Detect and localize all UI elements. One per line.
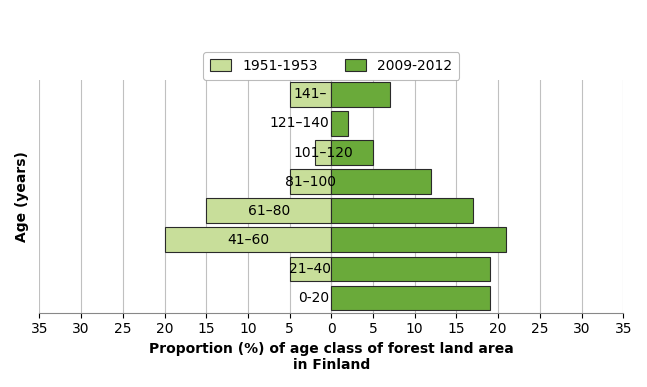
Text: 61–80: 61–80 [248, 204, 290, 218]
Y-axis label: Age (years): Age (years) [15, 151, 29, 241]
Bar [290, 169, 331, 194]
Text: 121–140: 121–140 [269, 116, 329, 130]
Bar [331, 286, 490, 310]
X-axis label: Proportion (%) of age class of forest land area
in Finland: Proportion (%) of age class of forest la… [149, 342, 514, 372]
Text: 0-20: 0-20 [298, 291, 329, 305]
Text: 101–120: 101–120 [293, 146, 353, 159]
Text: 141–: 141– [294, 87, 327, 101]
Bar [331, 228, 507, 252]
Bar [290, 257, 331, 281]
Bar [206, 199, 331, 223]
Text: 21–40: 21–40 [289, 262, 331, 276]
Bar [331, 199, 473, 223]
Text: 81–100: 81–100 [285, 175, 336, 188]
Bar [290, 82, 331, 107]
Bar [331, 169, 432, 194]
Bar [314, 140, 331, 165]
Bar [331, 111, 348, 136]
Legend: 1951-1953, 2009-2012: 1951-1953, 2009-2012 [203, 52, 459, 80]
Bar [331, 140, 373, 165]
Text: 41–60: 41–60 [227, 233, 269, 247]
Bar [331, 257, 490, 281]
Bar [164, 228, 331, 252]
Bar [331, 82, 389, 107]
